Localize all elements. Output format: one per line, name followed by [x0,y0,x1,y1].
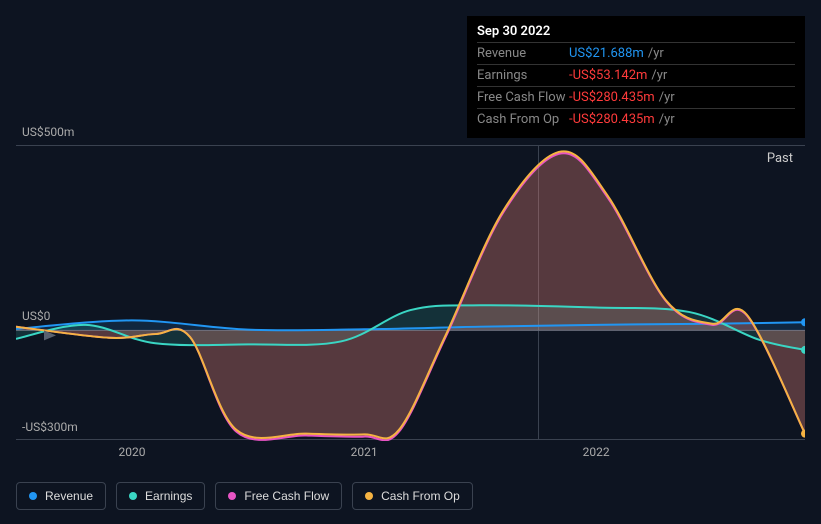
tooltip-suffix: /yr [648,46,664,61]
legend-label: Earnings [145,489,192,503]
tooltip-metric-label: Earnings [477,68,569,83]
tooltip-row: Free Cash Flow-US$280.435m/yr [477,86,795,108]
tooltip-row: Earnings-US$53.142m/yr [477,64,795,86]
legend-item[interactable]: Revenue [16,482,106,510]
y-axis-label: US$500m [22,125,74,139]
chart-svg [16,146,805,441]
legend-label: Revenue [45,489,93,503]
legend-label: Free Cash Flow [244,489,329,503]
tooltip-metric-label: Free Cash Flow [477,90,569,105]
plot-area: Past 202020212022 [16,145,805,440]
legend-dot-icon [365,492,373,500]
legend-dot-icon [129,492,137,500]
legend-item[interactable]: Free Cash Flow [215,482,342,510]
tooltip-metric-label: Revenue [477,46,569,61]
tooltip-row: RevenueUS$21.688m/yr [477,42,795,64]
y-axis-label: US$0 [22,309,50,323]
tooltip-suffix: /yr [651,68,667,83]
legend-label: Cash From Op [381,489,460,503]
tooltip-date: Sep 30 2022 [477,24,795,42]
legend-item[interactable]: Earnings [116,482,205,510]
series-area [16,151,805,438]
tooltip-metric-value: -US$53.142m [569,68,647,83]
x-axis-label: 2021 [351,445,378,459]
legend-dot-icon [228,492,236,500]
financials-chart: Past 202020212022 US$500m US$0 -US$300m [16,125,805,465]
legend-item[interactable]: Cash From Op [352,482,473,510]
data-tooltip: Sep 30 2022 RevenueUS$21.688m/yrEarnings… [467,16,805,138]
x-axis-label: 2022 [583,445,610,459]
tooltip-metric-value: -US$280.435m [569,90,655,105]
x-axis-label: 2020 [119,445,146,459]
series-end-dot [801,430,805,438]
y-axis-label: -US$300m [22,420,78,434]
legend-dot-icon [29,492,37,500]
tooltip-metric-value: US$21.688m [569,46,644,61]
tooltip-suffix: /yr [659,90,675,105]
chart-legend: Revenue Earnings Free Cash Flow Cash From O… [16,482,473,510]
